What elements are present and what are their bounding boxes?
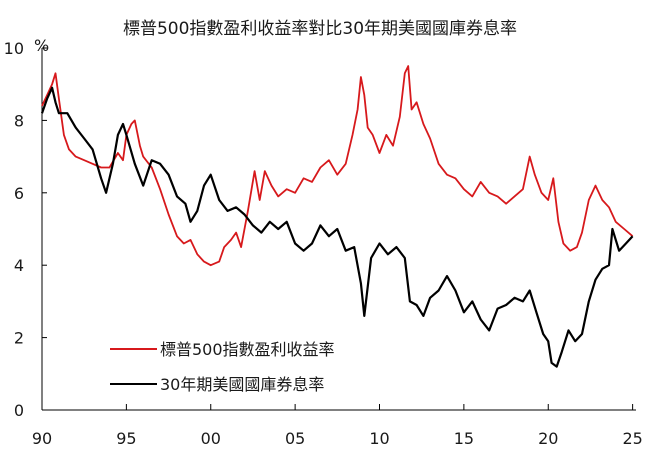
legend: 標普500指數盈利收益率 30年期美國國庫券息率 (110, 340, 335, 394)
plot-area (40, 65, 634, 368)
x-ticks: 90 95 00 05 10 15 20 25 (32, 404, 643, 448)
x-tick-label: 95 (116, 429, 136, 448)
y-tick-label: 10 (4, 39, 24, 58)
legend-item-earnings-yield: 標普500指數盈利收益率 (110, 340, 335, 359)
y-ticks: 0 2 4 6 8 10 (4, 39, 47, 420)
y-tick-label: 6 (14, 184, 24, 203)
y-unit-label: % (34, 36, 49, 55)
treasury-yield-line (40, 86, 634, 368)
legend-label-treasury-yield: 30年期美國國庫券息率 (160, 375, 324, 394)
chart-title: 標普500指數盈利收益率對比30年期美國國庫券息率 (123, 19, 517, 39)
y-tick-label: 2 (14, 329, 24, 348)
earnings-yield-line (41, 65, 634, 267)
y-tick-label: 0 (14, 401, 24, 420)
x-tick-label: 10 (369, 429, 389, 448)
legend-item-treasury-yield: 30年期美國國庫券息率 (110, 375, 324, 394)
x-tick-label: 15 (454, 429, 474, 448)
x-tick-label: 00 (201, 429, 221, 448)
y-tick-label: 8 (14, 111, 24, 130)
legend-label-earnings-yield: 標普500指數盈利收益率 (160, 340, 335, 359)
axes (41, 48, 636, 411)
x-tick-label: 90 (32, 429, 52, 448)
x-tick-label: 25 (622, 429, 642, 448)
x-tick-label: 05 (285, 429, 305, 448)
y-tick-label: 4 (14, 256, 24, 275)
x-tick-label: 20 (538, 429, 558, 448)
